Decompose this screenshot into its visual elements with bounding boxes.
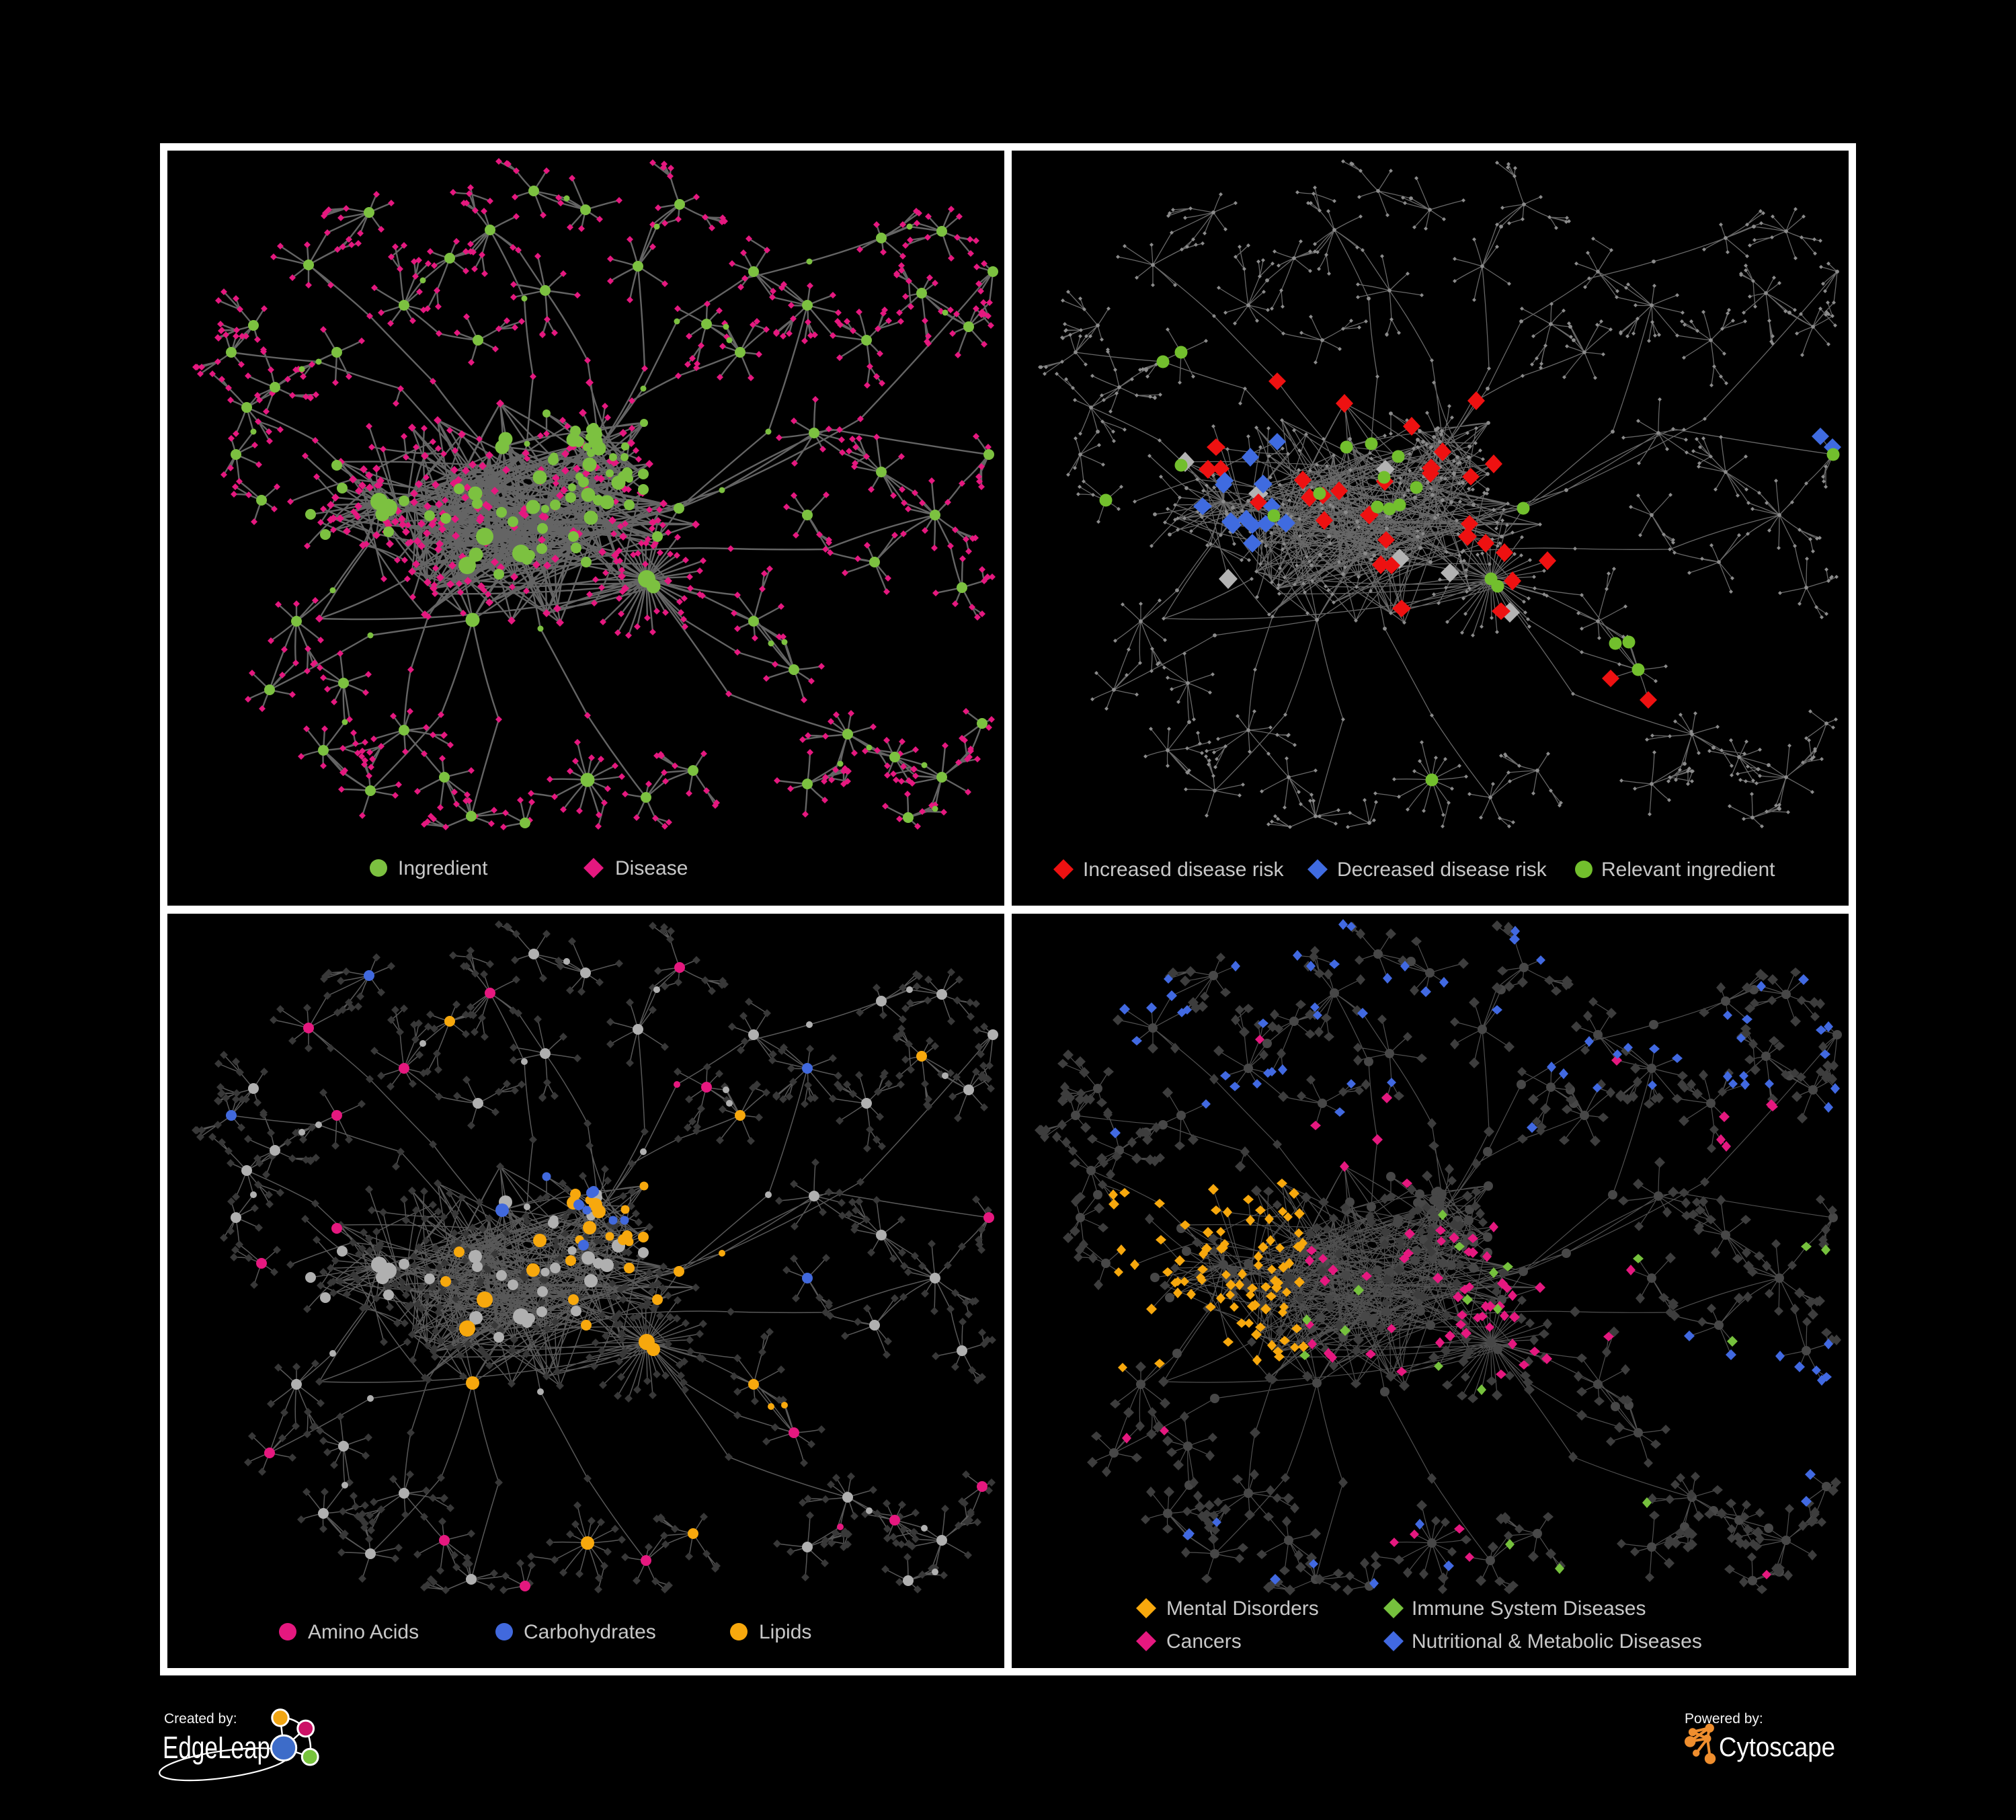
svg-text:Nutritional & Metabolic Diseas: Nutritional & Metabolic Diseases [1412,1630,1702,1653]
svg-text:Disease: Disease [615,857,688,879]
svg-text:Lipids: Lipids [759,1621,811,1643]
svg-text:Mental Disorders: Mental Disorders [1166,1597,1319,1620]
svg-text:Powered by:: Powered by: [1685,1711,1763,1727]
svg-text:EdgeLeap: EdgeLeap [163,1730,270,1765]
svg-text:Cancers: Cancers [1166,1630,1242,1653]
svg-text:Cytoscape: Cytoscape [1719,1733,1835,1762]
svg-text:Relevant ingredient: Relevant ingredient [1601,859,1775,881]
svg-text:Amino Acids: Amino Acids [308,1621,419,1643]
svg-text:Immune System Diseases: Immune System Diseases [1412,1597,1646,1620]
svg-text:Created by:: Created by: [164,1711,237,1727]
svg-text:Carbohydrates: Carbohydrates [524,1621,656,1643]
svg-text:Ingredient: Ingredient [398,857,488,879]
svg-text:Decreased disease risk: Decreased disease risk [1337,859,1547,881]
svg-text:Increased disease risk: Increased disease risk [1083,859,1284,881]
